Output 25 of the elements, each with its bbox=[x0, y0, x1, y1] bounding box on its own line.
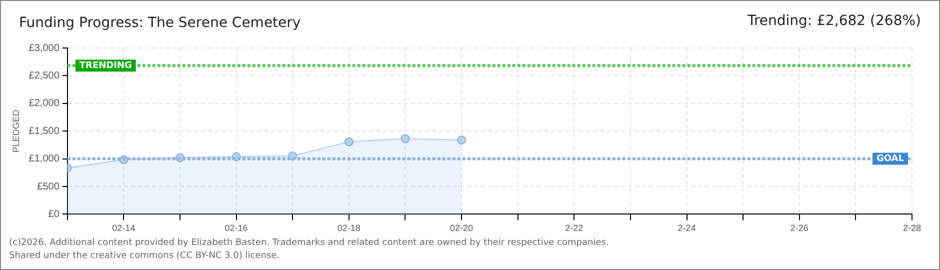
x-tick-label: 2-26 bbox=[790, 223, 808, 234]
y-tick-label: £500 bbox=[37, 181, 60, 192]
x-tick-label: 02-18 bbox=[337, 223, 360, 234]
y-axis-title: PLEDGED bbox=[10, 109, 21, 153]
x-tick-label: 02-14 bbox=[112, 223, 136, 234]
point bbox=[344, 137, 354, 146]
y-tick-label: £1,500 bbox=[28, 126, 60, 137]
chart-subtitle: Trending: £2,682 (268%) bbox=[747, 13, 921, 29]
y-tick-label: £3,000 bbox=[28, 42, 60, 54]
point bbox=[400, 134, 410, 144]
text: (c)2026. Additional content provided by Elizabeth Basten. Trademarks and related content are owned by their respective companies. bbox=[9, 238, 609, 248]
chart-title: Funding Progress: The Serene Cemetery bbox=[19, 15, 301, 31]
x-tick-label: 2-22 bbox=[565, 223, 584, 234]
x-tick-label: 02-20 bbox=[450, 223, 474, 234]
point bbox=[457, 136, 466, 145]
y-tick-label: £0 bbox=[48, 208, 60, 220]
y-tick-label: £2,500 bbox=[28, 70, 60, 82]
ref-line-label: TRENDING bbox=[79, 60, 132, 71]
x-tick-label: 2-28 bbox=[902, 223, 922, 234]
text: Shared under the creative commons (CC BY-NC 3.0) license. bbox=[9, 251, 280, 261]
ref-line-label: GOAL bbox=[876, 154, 904, 164]
y-tick-label: £1,000 bbox=[28, 154, 60, 165]
y-tick-label: £2,000 bbox=[28, 98, 60, 110]
x-tick-label: 02-16 bbox=[224, 223, 248, 234]
x-tick-label: 2-24 bbox=[678, 223, 696, 234]
